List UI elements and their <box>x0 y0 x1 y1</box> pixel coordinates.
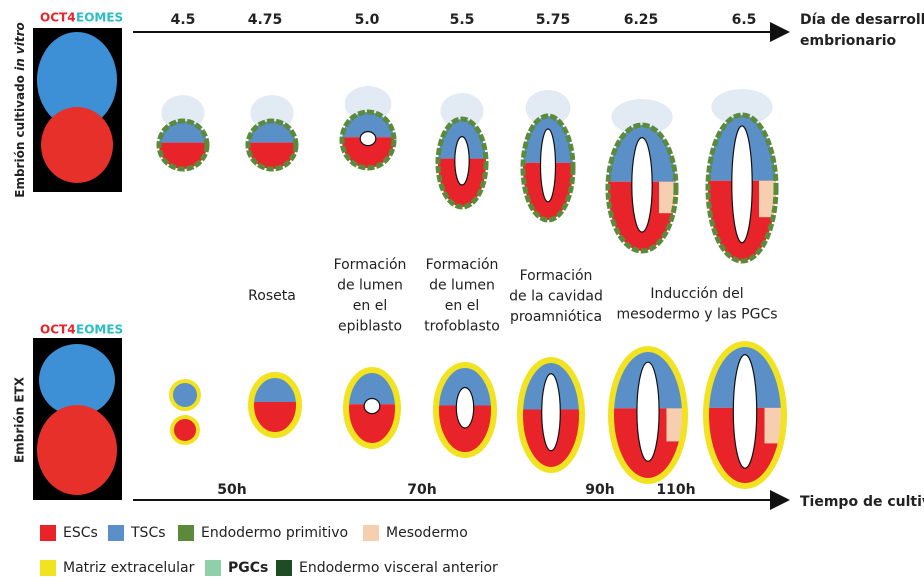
tick-label: 90h <box>585 482 614 498</box>
stage-label: en el <box>353 298 387 314</box>
tick-label: 5.0 <box>355 12 380 28</box>
legend-swatch <box>108 525 124 541</box>
tick-label: 70h <box>407 482 436 498</box>
lumen <box>455 137 469 185</box>
legend-label: ESCs <box>63 525 98 541</box>
stage-label: mesodermo y las PGCs <box>616 307 777 323</box>
stage-label: proamniótica <box>510 309 602 325</box>
lumen <box>637 362 659 461</box>
stage-label: Formación <box>520 268 593 284</box>
embryo <box>438 119 486 207</box>
embryo <box>251 375 299 435</box>
legend-swatch <box>178 525 194 541</box>
row-label-text: Embrión cultivado <box>13 71 27 198</box>
row-label: Embrión cultivado in vitro <box>13 22 27 198</box>
tick-label: 4.5 <box>171 12 196 28</box>
legend-label: Mesodermo <box>386 525 468 541</box>
legend-label: TSCs <box>130 525 166 541</box>
stage-label: epiblasto <box>338 319 402 335</box>
embryo <box>342 112 394 168</box>
stain-label: OCT4 <box>40 11 76 25</box>
tick-label: 110h <box>656 482 695 498</box>
embryo <box>520 360 582 470</box>
lumen <box>632 138 652 233</box>
stage-label: trofoblasto <box>424 319 500 335</box>
stage-label: Inducción del <box>650 286 743 302</box>
stage-label: Formación <box>334 257 407 273</box>
lumen <box>456 388 473 429</box>
lumen <box>733 355 756 469</box>
embryo <box>708 115 776 261</box>
diagram: Día de desarrollo embrionario Tiempo de … <box>0 0 924 579</box>
tsc-cluster <box>171 381 199 409</box>
tick-label: 6.5 <box>732 12 757 28</box>
axis-label: Tiempo de cultivo <box>800 494 924 510</box>
embryo <box>346 370 398 446</box>
legend-label: PGCs <box>228 560 268 576</box>
embryo <box>611 349 685 481</box>
lumen <box>541 129 556 202</box>
lumen <box>360 132 376 146</box>
stage-label: Roseta <box>248 288 296 304</box>
stage-label: de lumen <box>337 278 403 294</box>
lumen <box>732 126 752 243</box>
lumen <box>364 399 380 414</box>
row-label: Embrión ETX <box>13 376 27 463</box>
embryo <box>436 365 494 455</box>
tick-label: 50h <box>217 482 246 498</box>
tick-label: 4.75 <box>248 12 283 28</box>
embryo <box>248 121 296 169</box>
stage-label: en el <box>445 298 479 314</box>
legend-swatch <box>40 560 56 576</box>
axis-label: Día de desarrollo <box>800 12 924 28</box>
micrograph-red <box>37 405 117 495</box>
legend-swatch <box>40 525 56 541</box>
embryo <box>159 121 207 169</box>
embryo <box>706 344 784 486</box>
legend-swatch <box>205 560 221 576</box>
embryo <box>523 116 573 220</box>
esc-cluster <box>172 417 198 443</box>
micrograph-red <box>41 107 113 183</box>
embryo <box>608 125 676 251</box>
stain-label: OCT4 <box>40 323 76 337</box>
lumen <box>542 374 561 451</box>
stage-label: Formación <box>426 257 499 273</box>
tick-label: 5.5 <box>450 12 475 28</box>
tick-label: 5.75 <box>536 12 571 28</box>
stage-label: de la cavidad <box>509 289 603 305</box>
stain-label: EOMES <box>76 11 123 25</box>
legend-label: Endodermo primitivo <box>201 525 348 541</box>
row-label-italic: in vitro <box>13 22 27 71</box>
axis-label: embrionario <box>800 33 897 49</box>
tick-label: 6.25 <box>624 12 659 28</box>
legend-swatch <box>276 560 292 576</box>
legend-swatch <box>363 525 379 541</box>
legend-label: Matriz extracelular <box>63 560 195 576</box>
legend-label: Endodermo visceral anterior <box>299 560 498 576</box>
stage-label: de lumen <box>429 278 495 294</box>
stain-label: EOMES <box>76 323 123 337</box>
